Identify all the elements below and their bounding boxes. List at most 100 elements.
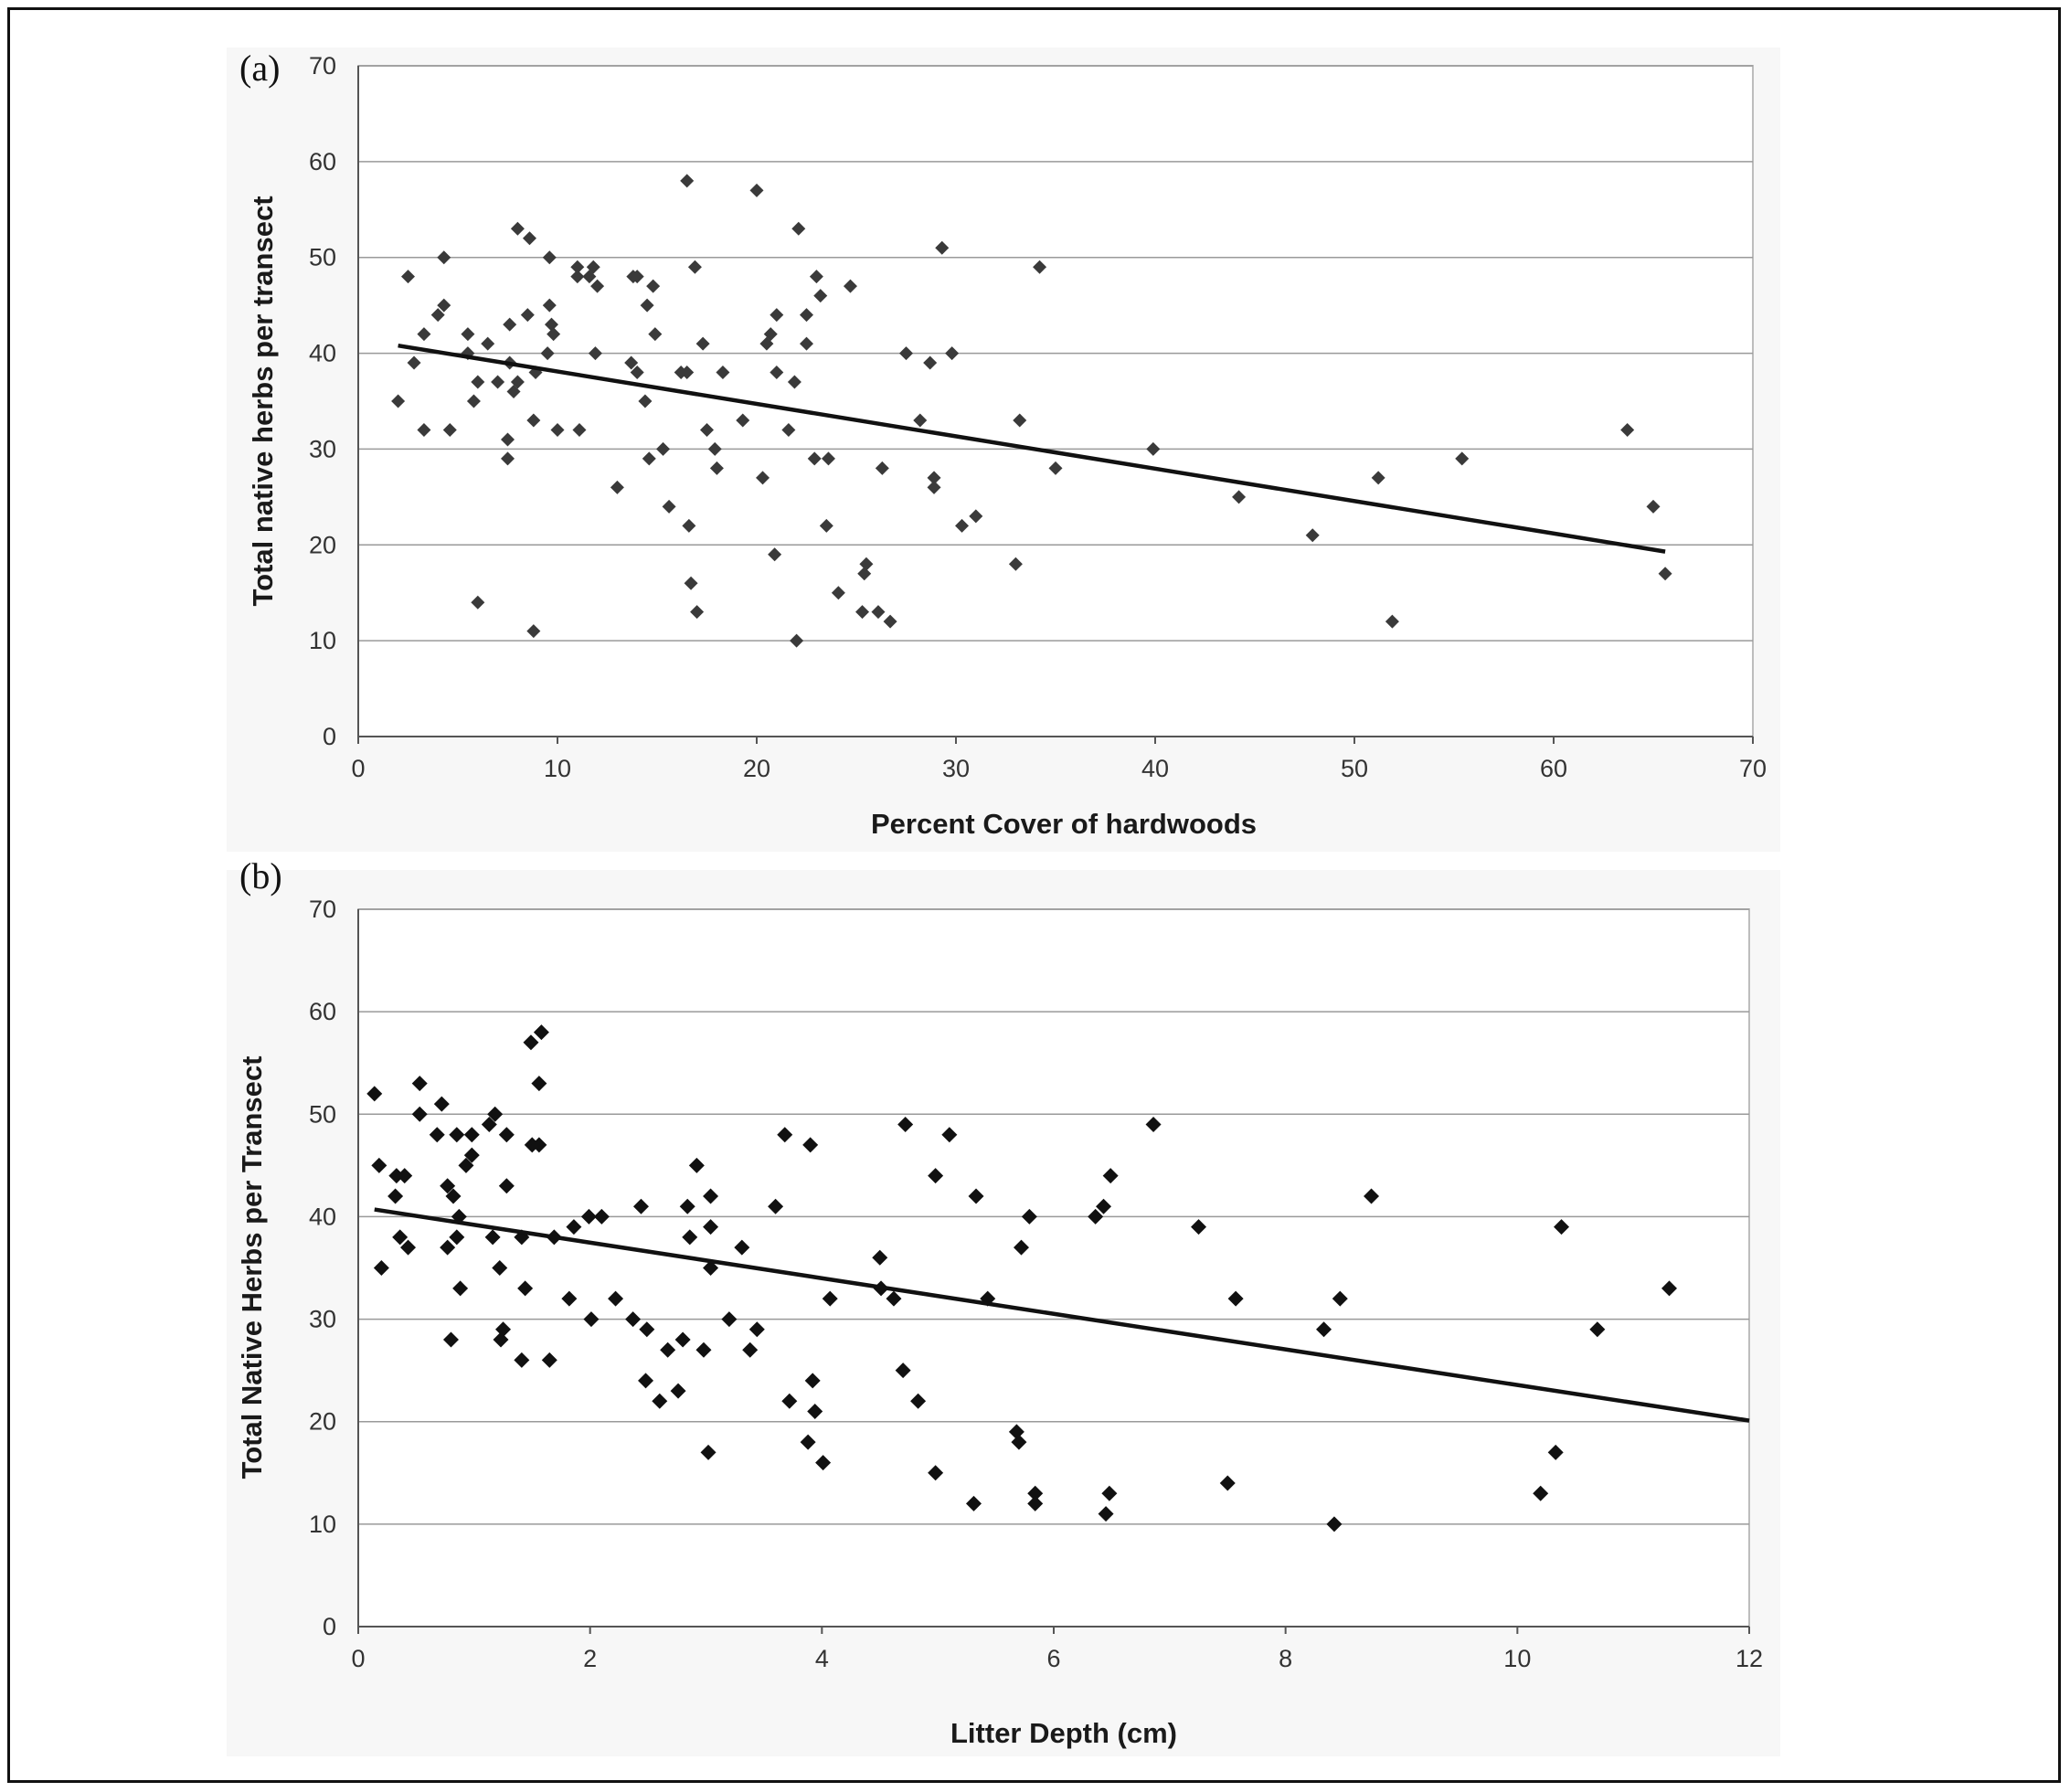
data-point [526,413,541,428]
data-point [800,1434,816,1450]
data-point [682,518,696,533]
data-point [899,346,913,361]
data-point [411,1076,428,1092]
data-point [749,183,764,197]
data-point [1013,413,1027,428]
data-point [492,1260,508,1276]
data-point [670,1383,686,1399]
data-point [445,1188,462,1204]
data-point [461,327,475,342]
data-point [449,1127,465,1143]
data-point [652,1393,668,1409]
data-point [1013,1239,1029,1256]
data-point [927,471,941,485]
data-point [941,1127,958,1143]
data-point [593,1208,610,1225]
data-point [1102,1168,1119,1184]
data-point [1455,451,1470,466]
data-point [800,336,813,351]
data-point [910,1393,927,1409]
data-point [495,1321,512,1338]
data-point [430,308,445,323]
data-point [1326,1516,1343,1532]
data-point [526,624,541,639]
plot-area [357,908,1750,1628]
data-point [968,1188,984,1204]
data-point [1008,557,1023,571]
data-point [610,480,624,494]
data-point [471,595,485,610]
data-point [1027,1495,1044,1511]
data-point [531,1076,547,1092]
data-point [945,346,960,361]
x-axis-title: Litter Depth (cm) [950,1717,1177,1749]
x-tick-label: 60 [1540,755,1567,782]
data-point [498,1127,515,1143]
y-tick-label: 40 [309,1203,336,1230]
data-point [440,1178,456,1194]
data-point [923,355,938,370]
data-point [373,1260,389,1276]
y-tick-label: 10 [309,627,336,654]
data-point [514,1352,530,1368]
data-point [662,499,676,514]
plot-area [357,65,1754,737]
data-point [690,605,705,620]
data-point [640,298,654,313]
y-tick-label: 50 [309,1100,336,1128]
data-point [366,1086,383,1102]
data-point [1088,1208,1104,1225]
data-point [437,298,451,313]
data-point [1219,1475,1236,1491]
data-point [703,1219,719,1235]
data-point [570,270,585,284]
data-point [1098,1506,1114,1522]
data-point [503,317,517,332]
data-point [804,1373,821,1389]
data-point [501,451,515,466]
data-point [935,240,950,255]
data-point [1646,499,1661,514]
data-point [875,461,889,475]
data-point [883,614,897,629]
y-tick-label: 40 [309,340,336,367]
data-point [442,422,457,437]
data-point [638,394,653,408]
data-point [501,432,515,447]
x-tick-label: 2 [583,1645,597,1672]
data-point [572,422,587,437]
x-tick-label: 30 [942,755,970,782]
data-point [638,1373,654,1389]
data-point [1146,441,1161,456]
x-tick-label: 10 [1503,1645,1531,1672]
data-point [819,518,833,533]
data-point [417,422,431,437]
data-point [570,260,585,274]
data-point [1011,1434,1027,1450]
data-point [471,375,485,389]
data-point [716,366,730,380]
data-point [1191,1219,1207,1235]
data-point [1101,1485,1118,1501]
data-point [682,1229,698,1246]
x-tick-label: 8 [1279,1645,1292,1672]
panel-label: (a) [239,48,280,89]
data-point [895,1363,911,1379]
data-point [449,1229,465,1246]
data-point [674,1331,691,1348]
data-point [1620,422,1635,437]
data-point [493,1331,509,1348]
y-tick-label: 0 [323,1613,336,1640]
data-point [822,1290,838,1307]
data-point [1385,614,1399,629]
data-point [541,1352,557,1368]
data-point [736,413,750,428]
data-point [1554,1219,1570,1235]
data-point [843,279,857,293]
data-point [928,1465,944,1481]
data-point [807,1404,823,1419]
data-point [1232,490,1247,504]
data-point [646,279,661,293]
data-point [770,308,784,323]
data-point [542,298,557,313]
